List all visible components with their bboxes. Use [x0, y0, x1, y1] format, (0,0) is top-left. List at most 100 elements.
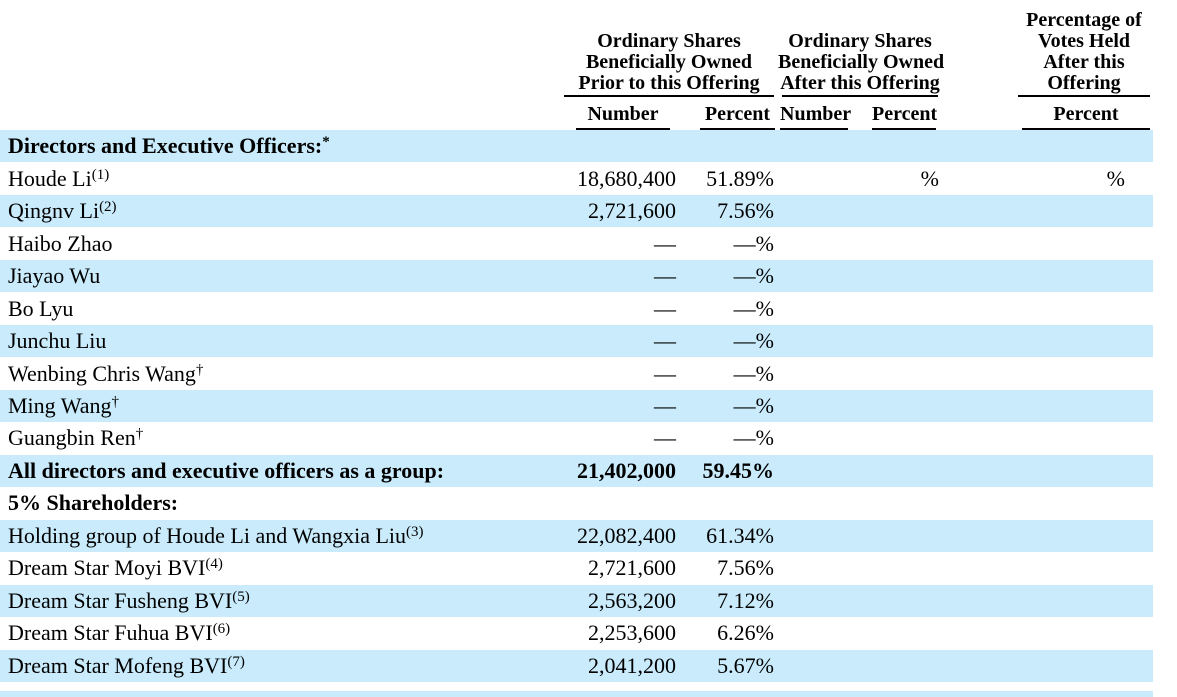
footnote-marker: (5) — [232, 588, 250, 605]
group-header-line: Percentage of — [1026, 9, 1142, 31]
table-row: Directors and Executive Officers:* — [0, 130, 1153, 163]
sub-header-label: Number — [576, 103, 670, 130]
footnote-marker: (4) — [205, 556, 223, 573]
prior-percent-cell: 6.26% — [717, 620, 774, 646]
sub-header-label: Percent — [1022, 103, 1150, 130]
table-row: Bo Lyu — —% — [0, 292, 1153, 324]
footnote-marker: (2) — [99, 199, 117, 216]
table-row: Dream Star Mofeng BVI(7) 2,041,200 5.67% — [0, 649, 1153, 682]
shareholder-name-cell: Junchu Liu — [8, 328, 107, 354]
prior-percent-cell: —% — [733, 263, 774, 289]
prior-number-cell: 18,680,400 — [577, 165, 676, 191]
sub-header-label: Percent — [872, 103, 937, 130]
sub-header-label: Percent — [700, 103, 775, 130]
shareholder-name-cell: Guangbin Ren† — [8, 425, 144, 451]
group-header-line: Ordinary Shares — [788, 30, 932, 52]
prior-number-cell: — — [654, 328, 676, 354]
prior-percent-cell: 7.56% — [717, 198, 774, 224]
column-group-after-offering: Ordinary Shares Beneficially Owned After… — [778, 0, 945, 97]
shareholder-name-cell: Dream Star Moyi BVI(4) — [8, 555, 223, 581]
table-row: 5% Shareholders: — [0, 487, 1153, 519]
prior-percent-cell: 5.67% — [717, 652, 774, 678]
votes-percent-cell: % — [1106, 165, 1125, 191]
table-row: Ming Wang† — —% — [0, 389, 1153, 423]
prior-percent-cell: 51.89% — [706, 165, 774, 191]
table-row: All directors and executive officers as … — [0, 454, 1153, 488]
shareholder-name-cell: Wenbing Chris Wang† — [8, 360, 204, 386]
header-underline — [782, 95, 938, 97]
footnote-marker: (7) — [227, 653, 245, 670]
table-row: Dream Star Fusheng BVI(5) 2,563,200 7.12% — [0, 584, 1153, 618]
group-header-line: After this — [1043, 51, 1125, 73]
table-row: Qingnv Li(2) 2,721,600 7.56% — [0, 194, 1153, 228]
table-row: Holding group of Houde Li and Wangxia Li… — [0, 519, 1153, 553]
prior-number-cell: — — [654, 263, 676, 289]
prior-number-cell: 22,082,400 — [577, 522, 676, 548]
shareholder-name-cell: Dream Star Fusheng BVI(5) — [8, 587, 250, 613]
table-row: Houde Li(1) 18,680,400 51.89%%% — [0, 162, 1153, 194]
shareholder-name-cell: Haibo Zhao — [8, 230, 113, 256]
shareholder-name-cell: Qingnv Li(2) — [8, 198, 117, 224]
prior-number-cell: — — [654, 230, 676, 256]
footnote-marker: † — [195, 361, 204, 378]
prior-number-cell: 2,563,200 — [588, 587, 676, 613]
column-group-votes-held: Percentage of Votes Held After this Offe… — [942, 0, 1153, 97]
prior-percent-cell: —% — [733, 425, 774, 451]
header-spacer — [0, 97, 560, 130]
table-row: Dream Star Fuhua BVI(6) 2,253,600 6.26% — [0, 617, 1153, 649]
shareholder-name-cell: Houde Li(1) — [8, 165, 110, 191]
group-header-block: Percentage of Votes Held After this Offe… — [1018, 10, 1150, 97]
group-header-line: After this Offering — [780, 72, 940, 94]
header-underline — [564, 95, 774, 97]
shareholder-name-cell: All directors and executive officers as … — [8, 457, 445, 483]
prior-percent-cell: —% — [733, 392, 774, 418]
group-header-line: Beneficially Owned — [585, 51, 753, 73]
prior-percent-cell: —% — [733, 295, 774, 321]
prior-number-cell: 2,041,200 — [588, 652, 676, 678]
footnote-marker: † — [111, 393, 120, 410]
prior-number-cell: 21,402,000 — [577, 457, 676, 483]
shareholder-name-cell: 5% Shareholders: — [8, 490, 179, 516]
prior-percent-cell: 7.12% — [717, 587, 774, 613]
table-sub-headers: Number Percent Number Percent Percent — [0, 97, 1177, 130]
table-body: Directors and Executive Officers:* Houde … — [0, 130, 1153, 682]
prior-number-cell: 2,721,600 — [588, 198, 676, 224]
table-row: Dream Star Moyi BVI(4) 2,721,600 7.56% — [0, 552, 1153, 584]
header-underline — [1018, 95, 1150, 97]
shareholder-name-cell: Ming Wang† — [8, 392, 120, 418]
sub-header-label: Number — [780, 103, 851, 130]
prior-number-cell: — — [654, 392, 676, 418]
group-header-line: Beneficially Owned — [778, 51, 945, 73]
sub-header-prior-number: Number — [560, 97, 678, 130]
table-row: Junchu Liu — —% — [0, 324, 1153, 358]
shareholder-name-cell: Directors and Executive Officers:* — [8, 133, 330, 159]
table-row: Jiayao Wu — —% — [0, 259, 1153, 293]
shareholder-name-cell: Dream Star Fuhua BVI(6) — [8, 620, 231, 646]
partial-next-row-strip — [0, 691, 1153, 697]
header-spacer — [0, 0, 560, 97]
table-header-groups: Ordinary Shares Beneficially Owned Prior… — [0, 0, 1177, 97]
prior-number-cell: 2,721,600 — [588, 555, 676, 581]
prior-number-cell: 2,253,600 — [588, 620, 676, 646]
shareholder-name-cell: Bo Lyu — [8, 295, 74, 321]
group-header-line: Ordinary Shares — [597, 30, 741, 52]
sub-header-after-number: Number — [778, 97, 851, 130]
prior-percent-cell: 7.56% — [717, 555, 774, 581]
footnote-marker: † — [135, 426, 144, 443]
prior-number-cell: — — [654, 360, 676, 386]
shareholder-name-cell: Dream Star Mofeng BVI(7) — [8, 652, 245, 678]
group-header-line: Prior to this Offering — [578, 72, 760, 94]
table-row: Haibo Zhao — —% — [0, 227, 1153, 259]
shareholder-name-cell: Jiayao Wu — [8, 263, 101, 289]
footnote-marker: (6) — [212, 621, 231, 638]
prior-percent-cell: —% — [733, 360, 774, 386]
prior-percent-cell: —% — [733, 230, 774, 256]
prior-number-cell: — — [654, 295, 676, 321]
footnote-marker: * — [322, 134, 330, 151]
table-row: Guangbin Ren† — —% — [0, 422, 1153, 454]
group-header-line: Votes Held — [1037, 30, 1131, 52]
footnote-marker: (1) — [91, 166, 110, 183]
footnote-marker: (3) — [406, 523, 424, 540]
group-header-line: Offering — [1047, 72, 1121, 94]
